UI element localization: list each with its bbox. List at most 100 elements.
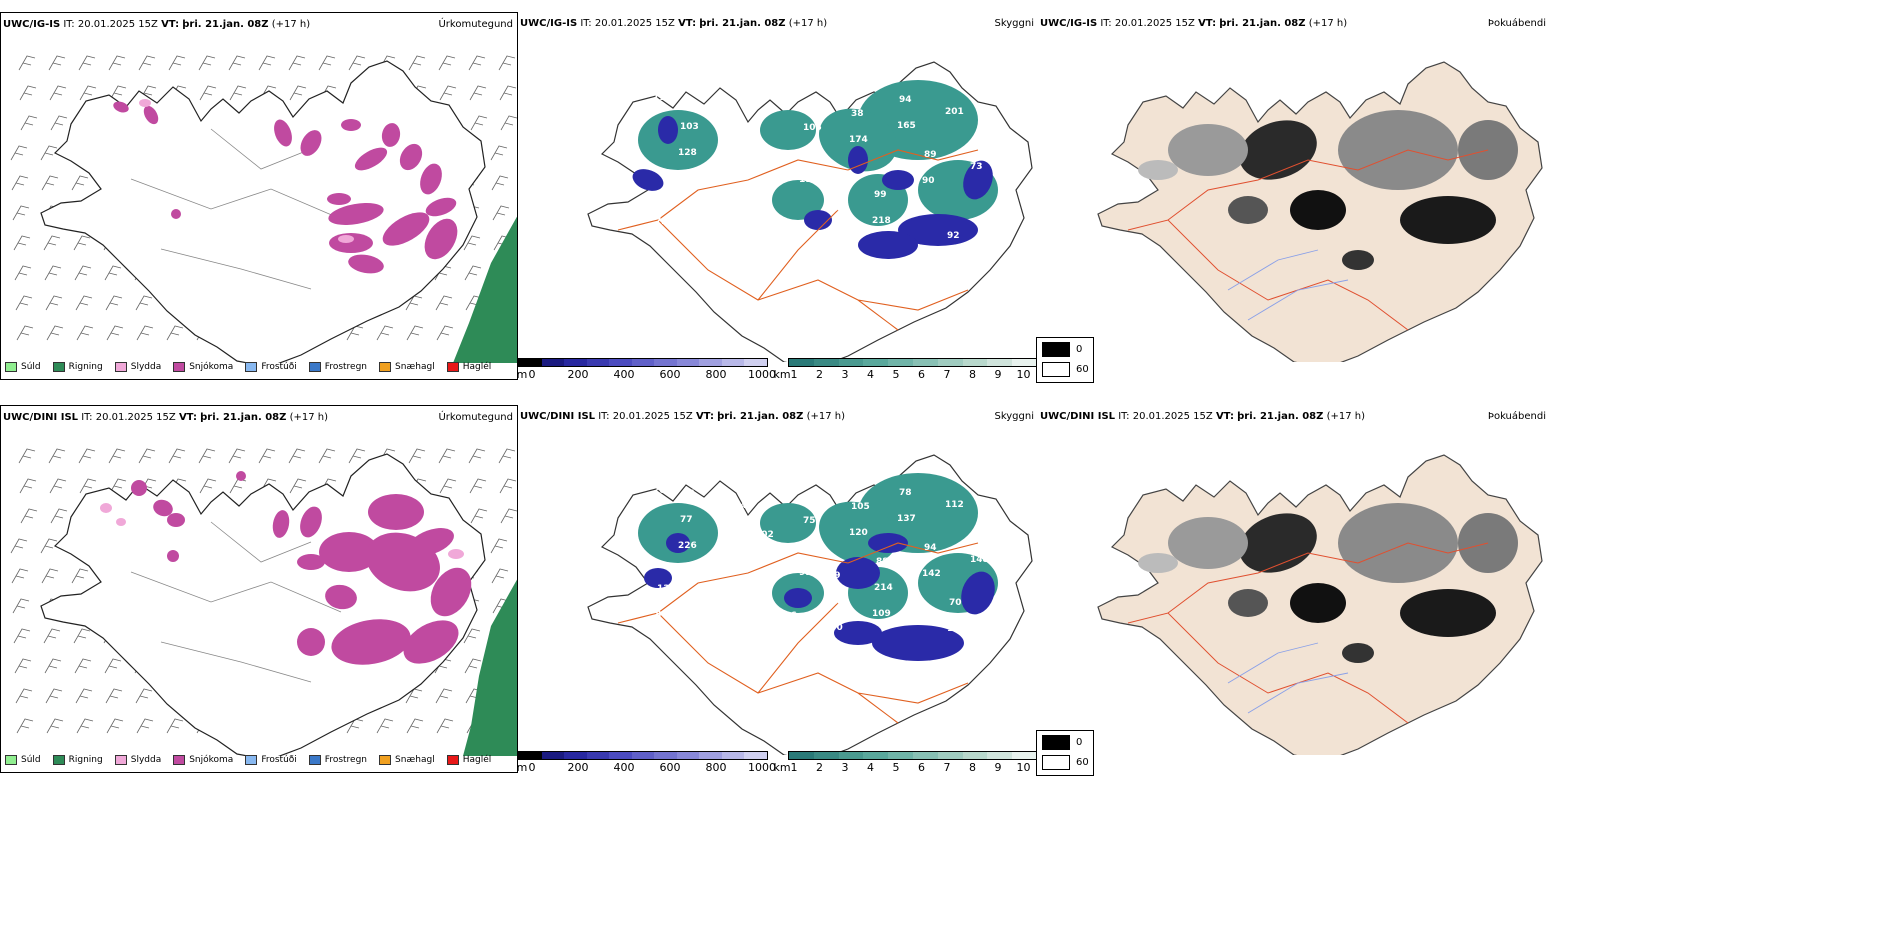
panel-title: UWC/DINI ISL IT: 20.01.2025 15Z VT: þri.…	[1040, 410, 1548, 424]
snow-area	[327, 193, 351, 205]
reduced-visibility-area	[819, 108, 897, 172]
tick-label: 3	[841, 761, 849, 774]
legend-swatch	[173, 362, 186, 372]
panel-title: UWC/DINI ISL IT: 20.01.2025 15Z VT: þri.…	[3, 411, 515, 425]
model-name: UWC/DINI ISL	[3, 412, 79, 423]
tick-label: 1000	[748, 761, 776, 774]
colorbar-step	[654, 359, 677, 366]
wind-barb	[48, 448, 66, 464]
cloud-base-label: 136	[751, 189, 770, 199]
wind-barb	[13, 628, 31, 644]
snow-area	[297, 554, 325, 570]
wind-barb	[318, 448, 336, 464]
colorbar-step	[912, 752, 938, 759]
fog-legend-row: 0	[1042, 735, 1082, 750]
wind-barb	[78, 448, 96, 464]
fog-shading	[1138, 553, 1178, 573]
colorbar-step	[541, 359, 565, 366]
low-cloud-area	[961, 571, 995, 615]
road-network	[1127, 542, 1489, 724]
valid-time-label: VT:	[678, 18, 697, 29]
wind-barb	[76, 718, 94, 734]
cloud-base-label: 208	[653, 486, 672, 496]
field-name: Þokuábendi	[1487, 18, 1546, 29]
cloud-base-label: 103	[680, 122, 699, 132]
cloud-base-label: 187	[947, 624, 966, 634]
fog-map	[1097, 454, 1543, 755]
wind-barb	[109, 85, 127, 101]
legend-swatch	[114, 755, 127, 765]
wind-barb	[376, 325, 394, 341]
field-name: Þokuábendi	[1487, 411, 1546, 422]
colorbar-step	[721, 752, 745, 759]
colorbar-step	[609, 359, 632, 366]
wind-barb	[168, 55, 186, 71]
colorbar-step	[586, 752, 610, 759]
wind-barb	[435, 688, 453, 704]
valid-time-label: VT:	[178, 412, 197, 423]
colorbar-step	[838, 359, 864, 366]
cloud-base-label: 89	[924, 150, 937, 160]
wind-barb	[108, 55, 126, 71]
wind-barb	[12, 205, 30, 221]
fog-legend-row: 60	[1042, 362, 1089, 377]
lead-time: (+17 h)	[271, 19, 311, 30]
cloud-base-label: 128	[678, 148, 697, 158]
tick-label: 600	[659, 368, 681, 381]
colorbar-step	[721, 359, 745, 366]
low-cloud-area	[666, 533, 690, 553]
colorbar-step	[654, 752, 677, 759]
wind-barb	[376, 718, 394, 734]
wind-barb	[50, 115, 68, 131]
snow-area	[425, 197, 457, 217]
wind-barb	[136, 718, 154, 734]
colorbar-step	[1012, 359, 1037, 366]
fog-indicator-panel: UWC/IG-IS IT: 20.01.2025 15Z VT: þri. 21…	[1038, 12, 1550, 382]
cloud-base-label: 75	[803, 516, 816, 526]
colorbar-step	[676, 752, 700, 759]
wind-barb	[438, 55, 456, 71]
wind-barb	[75, 688, 93, 704]
model-name: UWC/IG-IS	[520, 18, 578, 29]
snow-area	[300, 130, 322, 156]
cloud-base-label: 109	[824, 230, 843, 240]
wind-barb	[19, 478, 37, 494]
legend-item: Rigning	[52, 362, 103, 372]
visibility-colorbar	[788, 358, 1038, 367]
wind-barb	[45, 295, 63, 311]
wind-barb	[108, 448, 126, 464]
precip-map	[10, 448, 517, 756]
low-cloud-area	[784, 588, 812, 608]
legend-swatch	[5, 362, 17, 372]
colorbar-step	[987, 359, 1013, 366]
legend-label: Slydda	[130, 362, 162, 372]
tick-label: 6	[918, 761, 925, 774]
panel-title: UWC/IG-IS IT: 20.01.2025 15Z VT: þri. 21…	[3, 18, 515, 32]
wind-barb	[18, 55, 36, 71]
low-cloud-area	[868, 533, 908, 553]
fog-shading	[1338, 110, 1458, 190]
cloud-base-label: 105	[803, 123, 822, 133]
road-network	[1127, 149, 1489, 331]
fog-shading	[1138, 160, 1178, 180]
low-cloud-area	[804, 210, 832, 230]
cloud-base-label: 92	[947, 231, 960, 241]
wind-barb	[15, 295, 33, 311]
wind-barb	[464, 658, 482, 674]
colorbar-step	[699, 752, 722, 759]
wind-barb	[469, 85, 487, 101]
cloud-base-label: 80	[728, 108, 741, 118]
legend-item: Frostúði	[245, 755, 297, 765]
panel-title: UWC/DINI ISL IT: 20.01.2025 15Z VT: þri.…	[520, 410, 1036, 424]
cloud-base-label: 97	[776, 487, 789, 497]
snow-area	[325, 584, 357, 610]
wind-barb	[135, 688, 153, 704]
fog-legend-swatch	[1042, 735, 1070, 750]
wind-barb	[469, 478, 487, 494]
fog-shading	[1400, 589, 1496, 637]
tick-label: 4	[867, 368, 874, 381]
wind-barb	[105, 688, 123, 704]
legend-label: Snjókoma	[189, 362, 234, 372]
legend-swatch	[173, 755, 186, 765]
wind-barb	[76, 325, 94, 341]
